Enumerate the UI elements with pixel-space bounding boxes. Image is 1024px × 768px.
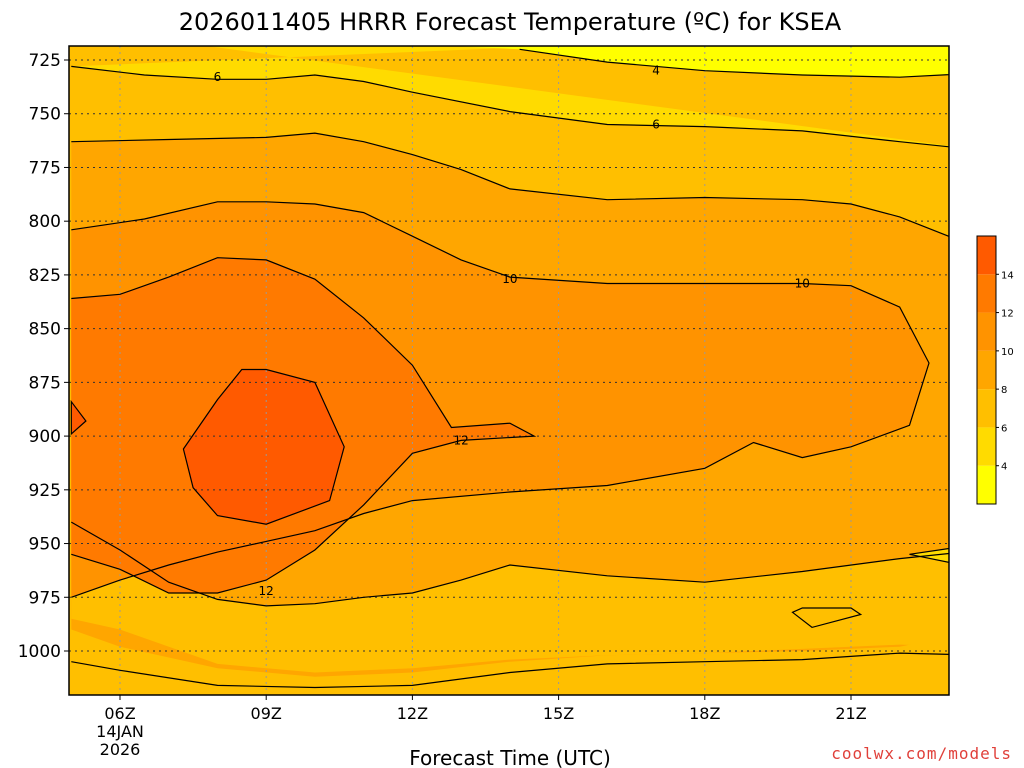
colorbar: 4 6 8 10 12 14 [976,235,1014,505]
contour-label-6: 6 [214,70,222,84]
y-tick-label: 900 [29,427,61,447]
x-axis-label: Forecast Time (UTC) [409,746,611,768]
x-tick-label: 15Z [543,704,574,723]
colorbar-frame [976,235,997,505]
colorbar-swatch [977,465,996,504]
contour-labels: 4 6 10 12 6 10 12 [214,64,810,598]
x-tick-label: 18Z [689,704,720,723]
colorbar-label: 4 [1001,462,1007,473]
y-tick-label: 875 [29,373,61,393]
contour-label-6: 6 [652,117,660,131]
y-tick-label: 975 [29,588,61,608]
x-tick-label: 12Z [397,704,428,723]
colorbar-swatch [977,350,996,390]
contour-line-10 [909,547,949,564]
y-tick-label: 725 [29,51,61,71]
y-tick-label: 925 [29,481,61,501]
fill-band-lower-6-8 [71,522,949,673]
colorbar-swatch [977,312,996,351]
colorbar-label: 8 [1001,385,1007,396]
x-tick-label: 06Z [104,704,135,723]
x-tick-label: 21Z [835,704,866,723]
y-tick-label: 850 [29,320,61,340]
contour-line-12 [71,257,537,594]
contour-line-6 [71,65,949,148]
y-tick-label: 800 [29,212,61,232]
x-tick-sublabel: 14JAN [96,722,144,741]
colorbar-swatch [977,427,996,466]
ground [220,707,412,711]
contour-line-10 [71,652,949,689]
colorbar-swatch [977,389,996,428]
contour-line-4 [519,48,949,78]
y-tick-label: 775 [29,158,61,178]
colorbar-swatch [977,274,996,313]
y-tick-label: 825 [29,266,61,286]
contour-label-4: 4 [652,64,660,78]
grid [69,46,949,695]
y-axis: 725 750 775 800 825 850 875 900 925 950 975 1000 [18,51,69,662]
contour-label-10: 10 [502,272,517,286]
fill-band-14-16-edge [71,401,86,434]
y-tick-label: 750 [29,105,61,125]
contour-line-8 [71,132,949,238]
contour-line-12 [71,521,949,607]
x-tick-label: 09Z [251,704,282,723]
fill-band-2-4 [450,46,949,78]
y-tick-label: 1000 [18,642,61,662]
plot-frame [68,45,950,696]
chart-title: 2026011405 HRRR Forecast Temperature (ºC… [179,8,842,36]
fill-pocket [792,608,861,628]
credit-link[interactable]: coolwx.com/models [831,744,1012,763]
x-tick-sublabel: 2026 [100,740,141,759]
colorbar-swatch [977,236,996,275]
colorbar-label: 10 [1001,347,1014,358]
colorbar-label: 12 [1001,309,1014,320]
contour-line-10 [71,201,930,598]
colorbar-label: 6 [1001,423,1007,434]
contour-line-12 [791,607,863,629]
contour-line-14 [70,399,87,436]
colorbar-label: 14 [1001,270,1014,281]
contour-lines [70,48,949,689]
contour-label-10: 10 [795,277,810,291]
fill-band-14-16 [183,369,345,525]
temperature-fill [69,46,949,695]
contour-label-12: 12 [259,584,274,598]
contour-label-12: 12 [453,433,468,447]
fill-band-4-6 [71,46,949,147]
contour-line-14 [182,368,345,525]
y-tick-label: 950 [29,535,61,555]
